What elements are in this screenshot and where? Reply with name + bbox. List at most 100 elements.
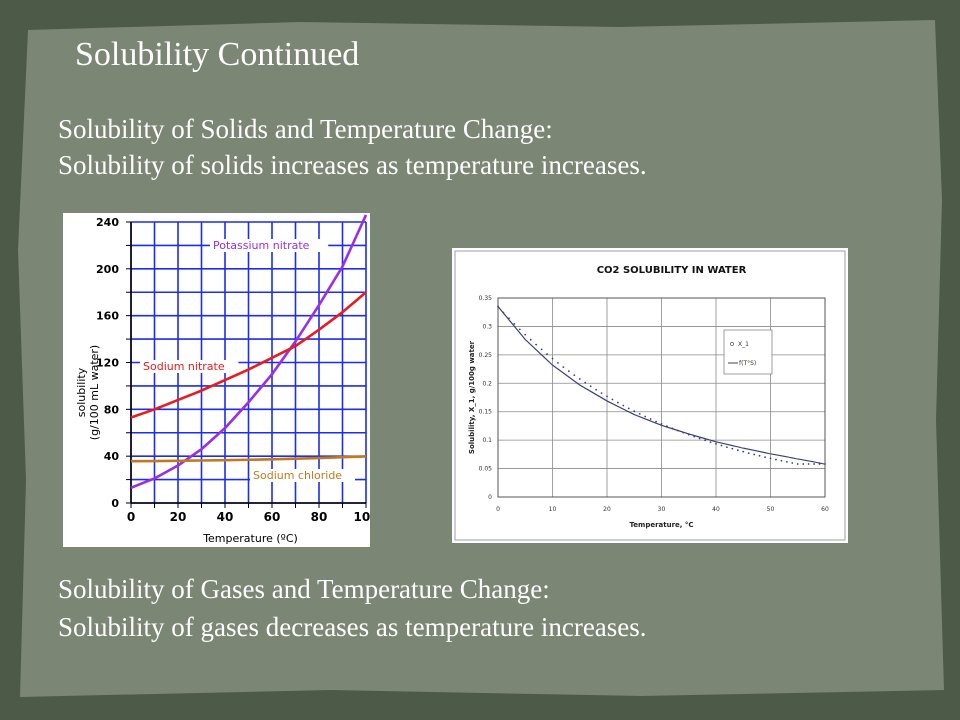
- solids-chart-svg: 0 20 40 60 80 100 0 40 80 120 160 200 240 Temperature…: [75, 214, 379, 545]
- y-tick-label: 40: [104, 450, 120, 463]
- y-tick-label: 160: [96, 310, 119, 323]
- series-label-background: [210, 239, 329, 252]
- data-point: [785, 460, 788, 463]
- data-point: [649, 418, 652, 420]
- x-axis-label: Temperature (ºC): [202, 532, 298, 545]
- x-tick-label: 100: [353, 510, 370, 524]
- data-point: [660, 422, 663, 425]
- x-tick-label: 80: [311, 510, 328, 524]
- legend-box: [723, 329, 773, 375]
- co2-curve: [497, 306, 826, 465]
- series-line: [130, 455, 367, 463]
- data-point: [600, 392, 603, 395]
- data-point: [578, 378, 581, 380]
- gases-heading: Solubility of Gases and Temperature Chan…: [58, 574, 550, 604]
- data-point: [540, 348, 543, 351]
- data-point: [611, 398, 614, 401]
- data-point: [529, 338, 532, 341]
- data-point: [671, 427, 674, 430]
- y-axis-label-line: solubility: [75, 367, 88, 417]
- series-line: [130, 214, 368, 489]
- x-tick-label: 20: [603, 506, 611, 513]
- data-point: [546, 353, 548, 355]
- data-point: [666, 425, 668, 428]
- data-point: [780, 459, 783, 462]
- data-point: [742, 450, 745, 453]
- data-point: [567, 370, 570, 373]
- y-axis-label: Solubility, X_1, g/100g water: [468, 340, 476, 454]
- y-tick-label: 0.3: [482, 323, 492, 330]
- y-tick-label: 0.15: [479, 409, 493, 416]
- data-point: [709, 441, 712, 444]
- series-line: [130, 291, 367, 419]
- data-point: [557, 361, 559, 364]
- data-point: [791, 462, 794, 464]
- chart-frame: [454, 250, 846, 541]
- y-tick-label: 200: [96, 263, 119, 276]
- x-axis-label: Temperature, °C: [629, 521, 693, 529]
- y-tick-label: 0: [111, 497, 119, 510]
- x-tick-label: 0: [496, 506, 500, 513]
- legend-entry: f(T°S): [739, 360, 756, 367]
- data-point: [726, 446, 728, 449]
- data-point: [753, 453, 756, 456]
- solids-heading: Solubility of Solids and Temperature Cha…: [58, 114, 553, 144]
- y-tick-label: 0.05: [479, 466, 493, 473]
- data-point: [758, 454, 761, 457]
- data-point: [638, 412, 641, 415]
- data-point: [676, 429, 679, 432]
- data-point: [508, 317, 510, 320]
- data-point: [802, 463, 805, 465]
- data-point: [589, 385, 592, 388]
- y-axis-label-line: (g/100 mL water): [88, 345, 101, 440]
- legend-entry: X_1: [738, 341, 749, 348]
- slide-title: Solubility Continued: [75, 36, 360, 73]
- data-point: [535, 343, 538, 346]
- data-point: [747, 452, 750, 454]
- data-point: [513, 323, 516, 325]
- data-point: [633, 410, 636, 413]
- data-point: [584, 381, 587, 384]
- data-point: [720, 444, 723, 447]
- series-label-background: [140, 360, 239, 373]
- x-tick-label: 20: [170, 510, 187, 524]
- data-point: [595, 388, 597, 391]
- y-axis-label: solubility(g/100 mL water): [75, 345, 101, 440]
- data-point: [736, 449, 739, 452]
- x-tick-label: 30: [658, 506, 666, 513]
- series-label: Sodium chloride: [253, 469, 342, 482]
- data-point: [715, 442, 717, 445]
- data-point: [704, 439, 706, 442]
- x-tick-label: 60: [821, 506, 829, 513]
- x-tick-label: 40: [217, 510, 234, 524]
- data-point: [497, 305, 499, 308]
- x-tick-label: 50: [767, 506, 775, 513]
- solids-solubility-chart: 0 20 40 60 80 100 0 40 80 120 160 200 240 Temperature…: [63, 213, 379, 547]
- data-point: [655, 420, 657, 423]
- data-point: [682, 431, 685, 434]
- y-tick-label: 0: [488, 494, 492, 501]
- series-label: Sodium nitrate: [143, 360, 225, 373]
- data-point: [764, 456, 766, 458]
- x-tick-label: 10: [549, 506, 557, 513]
- data-point: [562, 366, 565, 369]
- data-point: [502, 311, 505, 314]
- x-tick-label: 60: [264, 510, 281, 524]
- series-label: Potassium nitrate: [213, 239, 310, 252]
- y-tick-label: 0.35: [479, 295, 493, 302]
- x-tick-label: 40: [712, 506, 720, 513]
- data-point: [769, 457, 772, 460]
- data-point: [698, 437, 701, 440]
- data-point: [775, 458, 777, 461]
- data-point: [627, 407, 630, 410]
- legend-marker: [730, 342, 734, 346]
- solids-statement: Solubility of solids increases as temper…: [58, 150, 647, 180]
- data-point: [524, 333, 527, 336]
- data-point: [518, 328, 521, 331]
- data-point: [573, 374, 576, 377]
- data-point: [731, 447, 734, 450]
- y-tick-label: 0.2: [482, 380, 492, 387]
- data-point: [818, 463, 821, 465]
- data-point: [807, 463, 810, 465]
- data-point: [693, 435, 696, 438]
